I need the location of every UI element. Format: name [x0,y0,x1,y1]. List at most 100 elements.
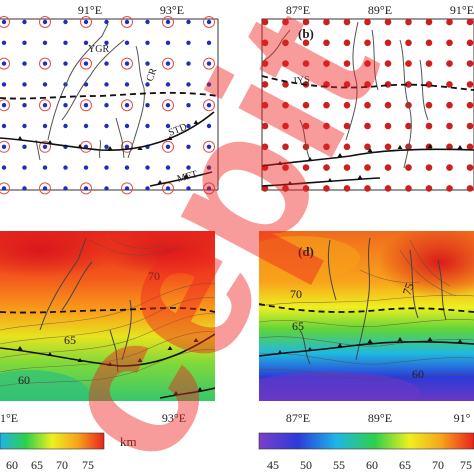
station-dot [22,61,27,66]
station-dot [42,61,48,66]
station-dot [83,186,89,191]
station-dot [466,185,474,192]
station-dot [1,40,7,45]
thrust-tooth [107,146,113,150]
thrust-tooth [47,352,53,356]
station-dot [282,164,289,171]
station-dot [165,82,171,87]
colorbar-d-tick-50: 50 [300,458,312,472]
station-dot [124,103,130,108]
station-dot [83,61,89,66]
station-dot [165,165,171,170]
station-dot [22,123,27,129]
colorbar-d-tick-75: 75 [460,458,472,472]
colorbar-d-tick-65: 65 [399,458,411,472]
station-dot [446,122,453,130]
station-dot [323,39,330,47]
station-dot [384,185,392,192]
station-dot [282,60,289,67]
station-ring [121,182,133,195]
station-dot [364,81,371,88]
station-dot [63,123,68,129]
station-dot [1,165,7,170]
station-dot [1,186,7,191]
station-dot [466,101,474,109]
station-dot [364,39,371,47]
station-dot [425,164,433,171]
colorbar-d-tick-45: 45 [267,458,279,472]
station-dot [83,123,89,129]
station-ring [0,16,10,28]
station-dot [124,19,130,25]
station-dot [466,39,474,47]
panel-d: (d) 70 75 65 60 87°E 89°E 91° 45 50 55 6… [258,231,474,472]
station-dot [261,18,269,26]
thrust-tooth [77,144,83,148]
station-dot [282,122,289,130]
station-dot [323,18,330,26]
station-dot [261,81,269,88]
thrust-tooth [457,339,463,343]
station-dot [343,101,351,109]
station-dot [124,186,130,191]
station-dot [261,122,269,130]
station-ring [39,140,51,153]
station-dot [446,39,453,47]
station-dot [425,81,433,88]
station-ring [80,99,92,112]
thrust-tooth [307,157,313,161]
station-dot [364,143,371,151]
thrust-tooth [17,346,23,350]
station-dot [63,165,68,170]
station-dot [302,101,310,109]
station-dot [145,165,150,170]
panel-b-tick-87e: 87°E [286,3,310,17]
thrust-tooth [157,180,163,184]
panel-b-tick-89e: 89°E [368,3,392,17]
station-ring [39,182,51,195]
contour-label-c-70: 70 [148,269,160,283]
yarlung-suture-dashed-c [0,307,215,314]
station-dot [124,123,130,129]
station-dot [425,60,433,67]
thrust-teeth-c [17,338,203,395]
colorbar-d-tick-70: 70 [432,458,444,472]
colorbar-unit: km [120,434,137,449]
station-dot [186,103,191,108]
station-dot [282,18,289,26]
contour-label-d-70: 70 [290,287,302,301]
station-dot [405,60,412,67]
colorbar-c-tick-75: 75 [82,458,94,472]
thrust-tooth [287,181,293,185]
thrust-tooth [107,362,113,366]
panel-d-tick-91e: 91° [454,411,471,425]
station-dot [405,164,412,171]
station-dot [446,60,453,67]
station-dot [323,122,330,130]
thrust-teeth-d [277,337,463,354]
station-dot [405,39,412,47]
station-dot [104,123,109,129]
station-dot [42,82,48,87]
panel-a-tick-91e: 91°E [78,3,102,17]
station-dot [446,101,453,109]
contour-label-c-60: 60 [18,373,30,387]
station-dot [42,123,48,129]
mft-line-c [159,387,215,399]
station-ring [162,140,174,153]
station-dot [405,122,412,130]
station-ring [80,57,92,70]
station-dot [425,101,433,109]
station-dot [22,82,27,87]
std-line-b [261,148,474,167]
station-dot [302,60,310,67]
colorbar-c [0,432,105,450]
station-dot [323,143,330,151]
faults-a [35,23,145,161]
station-dot [384,101,392,109]
station-ring [39,99,51,112]
thrust-tooth [277,350,283,354]
thrust-tooth [193,120,199,124]
station-dot [63,19,68,25]
station-dot [425,122,433,130]
